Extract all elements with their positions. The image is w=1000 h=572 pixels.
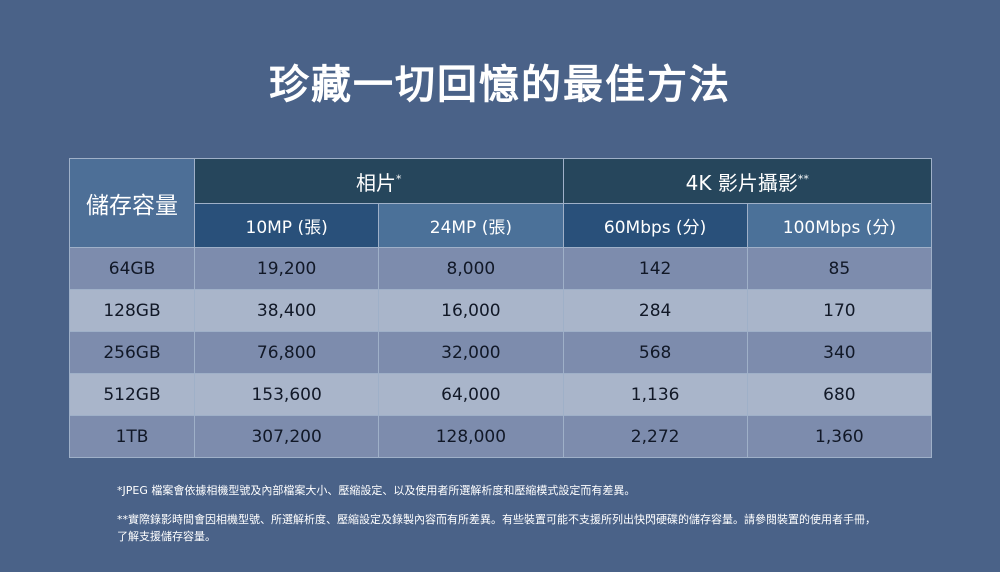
value-cell: 1,136 xyxy=(562,373,748,416)
capacity-cell: 64GB xyxy=(69,247,195,290)
table-row: 64GB 19,200 8,000 142 85 xyxy=(69,247,933,290)
capacity-cell: 512GB xyxy=(69,373,195,416)
group-label-photo: 相片 xyxy=(356,170,396,195)
value-cell: 19,200 xyxy=(193,247,380,290)
capacity-cell: 1TB xyxy=(69,415,195,458)
footnotes: *JPEG 檔案會依據相機型號及內部檔案大小、壓縮設定、以及使用者所選解析度和壓… xyxy=(117,482,877,557)
value-cell: 1,360 xyxy=(746,415,933,458)
value-cell: 85 xyxy=(746,247,933,290)
value-cell: 8,000 xyxy=(378,247,564,290)
value-cell: 680 xyxy=(746,373,933,416)
value-cell: 340 xyxy=(746,331,933,374)
table-row: 1TB 307,200 128,000 2,272 1,360 xyxy=(69,415,933,458)
table-row: 512GB 153,600 64,000 1,136 680 xyxy=(69,373,933,416)
value-cell: 76,800 xyxy=(193,331,380,374)
value-cell: 284 xyxy=(562,289,748,332)
value-cell: 142 xyxy=(562,247,748,290)
group-header-row: 儲存容量 相片* 4K 影片攝影** xyxy=(69,158,932,248)
subheader-10mp: 10MP (張) xyxy=(193,203,380,248)
table-row: 128GB 38,400 16,000 284 170 xyxy=(69,289,933,332)
capacity-cell: 256GB xyxy=(69,331,195,374)
page-title: 珍藏一切回憶的最佳方法 xyxy=(269,62,731,108)
capacity-cell: 128GB xyxy=(69,289,195,332)
value-cell: 170 xyxy=(746,289,933,332)
group-header-photo: 相片* xyxy=(194,158,564,204)
subheader-60mbps: 60Mbps (分) xyxy=(562,203,748,248)
sub-header-row: 10MP (張) 24MP (張) 60Mbps (分) 100Mbps (分) xyxy=(70,203,933,248)
value-cell: 153,600 xyxy=(193,373,380,416)
table-row: 256GB 76,800 32,000 568 340 xyxy=(69,331,933,374)
subheader-100mbps: 100Mbps (分) xyxy=(746,203,933,248)
value-cell: 568 xyxy=(562,331,748,374)
value-cell: 38,400 xyxy=(193,289,380,332)
value-cell: 2,272 xyxy=(562,415,748,458)
capacity-table: 儲存容量 相片* 4K 影片攝影** 10MP (張) 24MP (張) 60M… xyxy=(69,158,933,458)
storage-header: 儲存容量 xyxy=(69,158,195,248)
subheader-24mp: 24MP (張) xyxy=(378,203,564,248)
value-cell: 128,000 xyxy=(378,415,564,458)
value-cell: 32,000 xyxy=(378,331,564,374)
footnote-video: **實際錄影時間會因相機型號、所選解析度、壓縮設定及錄製內容而有所差異。有些裝置… xyxy=(117,513,876,543)
value-cell: 64,000 xyxy=(378,373,564,416)
group-header-video: 4K 影片攝影** xyxy=(562,158,932,204)
group-mark-photo: * xyxy=(396,171,402,185)
group-label-video: 4K 影片攝影 xyxy=(685,170,798,195)
footnote-photo: *JPEG 檔案會依據相機型號及內部檔案大小、壓縮設定、以及使用者所選解析度和壓… xyxy=(117,484,636,497)
value-cell: 307,200 xyxy=(193,415,380,458)
value-cell: 16,000 xyxy=(378,289,564,332)
group-mark-video: ** xyxy=(797,171,809,185)
